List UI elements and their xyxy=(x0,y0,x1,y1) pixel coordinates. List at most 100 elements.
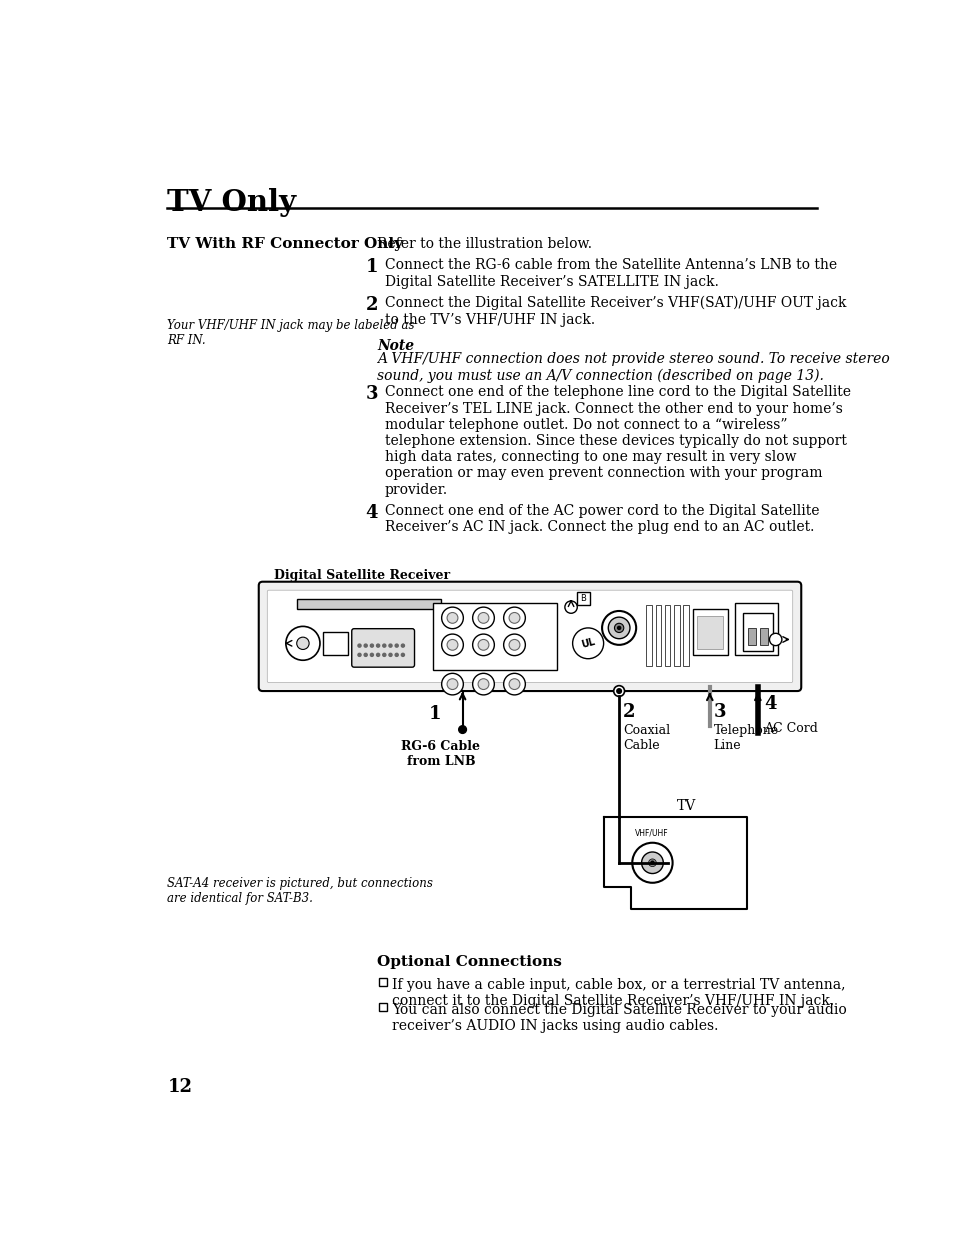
Text: TV: TV xyxy=(677,799,696,813)
Circle shape xyxy=(769,634,781,646)
Text: 3: 3 xyxy=(713,703,725,721)
Circle shape xyxy=(296,637,309,650)
Circle shape xyxy=(509,640,519,651)
Circle shape xyxy=(477,613,488,624)
Text: RG-6 Cable
from LNB: RG-6 Cable from LNB xyxy=(401,740,480,768)
Circle shape xyxy=(458,726,466,734)
Bar xyxy=(297,599,440,609)
Circle shape xyxy=(503,634,525,656)
Circle shape xyxy=(357,653,360,656)
Circle shape xyxy=(441,634,463,656)
Circle shape xyxy=(357,645,360,647)
Circle shape xyxy=(641,852,662,873)
Circle shape xyxy=(564,601,577,614)
Circle shape xyxy=(401,653,404,656)
FancyBboxPatch shape xyxy=(267,590,792,683)
Bar xyxy=(747,627,755,645)
Circle shape xyxy=(613,685,624,697)
Circle shape xyxy=(648,858,656,867)
Circle shape xyxy=(382,645,385,647)
Circle shape xyxy=(509,679,519,689)
Text: Connect one end of the telephone line cord to the Digital Satellite
Receiver’s T: Connect one end of the telephone line co… xyxy=(385,385,850,496)
Circle shape xyxy=(376,645,379,647)
Text: TV Only: TV Only xyxy=(167,188,296,217)
Text: Connect the Digital Satellite Receiver’s VHF(SAT)/UHF OUT jack
to the TV’s VHF/U: Connect the Digital Satellite Receiver’s… xyxy=(385,296,845,326)
Text: Connect one end of the AC power cord to the Digital Satellite
Receiver’s AC IN j: Connect one end of the AC power cord to … xyxy=(385,504,819,535)
Text: Digital Satellite Receiver: Digital Satellite Receiver xyxy=(274,568,450,582)
Circle shape xyxy=(382,653,385,656)
Bar xyxy=(323,632,348,655)
Bar xyxy=(378,978,386,986)
FancyBboxPatch shape xyxy=(352,629,415,667)
FancyBboxPatch shape xyxy=(258,582,801,692)
Circle shape xyxy=(441,673,463,695)
Circle shape xyxy=(370,653,373,656)
Bar xyxy=(742,613,772,651)
Circle shape xyxy=(472,673,494,695)
Text: Connect the RG-6 cable from the Satellite Antenna’s LNB to the
Digital Satellite: Connect the RG-6 cable from the Satellit… xyxy=(385,258,837,289)
Circle shape xyxy=(441,608,463,629)
Text: A VHF/UHF connection does not provide stereo sound. To receive stereo
sound, you: A VHF/UHF connection does not provide st… xyxy=(377,352,889,383)
Text: 1: 1 xyxy=(428,705,440,724)
Circle shape xyxy=(601,611,636,645)
Text: 1: 1 xyxy=(365,258,377,277)
Circle shape xyxy=(650,861,654,864)
Circle shape xyxy=(364,653,367,656)
Circle shape xyxy=(447,679,457,689)
Text: UL: UL xyxy=(579,637,596,650)
Circle shape xyxy=(503,673,525,695)
Circle shape xyxy=(477,640,488,651)
Bar xyxy=(664,605,670,667)
Circle shape xyxy=(572,627,603,658)
Text: Coaxial
Cable: Coaxial Cable xyxy=(622,724,669,752)
Text: B: B xyxy=(580,594,586,603)
Circle shape xyxy=(608,618,629,638)
Circle shape xyxy=(477,679,488,689)
Text: VHF/UHF: VHF/UHF xyxy=(634,829,667,837)
Text: Telephone
Line: Telephone Line xyxy=(713,724,778,752)
Bar xyxy=(433,603,557,671)
Text: AC Cord: AC Cord xyxy=(763,721,817,735)
Bar xyxy=(760,627,767,645)
Circle shape xyxy=(617,689,620,693)
Text: Note: Note xyxy=(377,340,414,353)
Circle shape xyxy=(447,640,457,651)
Text: 12: 12 xyxy=(167,1078,193,1097)
Circle shape xyxy=(472,634,494,656)
Text: Optional Connections: Optional Connections xyxy=(377,955,561,969)
Text: 2: 2 xyxy=(622,703,635,721)
Circle shape xyxy=(617,626,620,630)
Circle shape xyxy=(364,645,367,647)
Text: Your VHF/UHF IN jack may be labeled as
RF IN.: Your VHF/UHF IN jack may be labeled as R… xyxy=(167,319,415,347)
Circle shape xyxy=(632,842,672,883)
Text: You can also connect the Digital Satellite Receiver to your audio
receiver’s AUD: You can also connect the Digital Satelli… xyxy=(392,1003,846,1034)
Text: If you have a cable input, cable box, or a terrestrial TV antenna,
connect it to: If you have a cable input, cable box, or… xyxy=(392,978,844,1009)
Circle shape xyxy=(401,645,404,647)
Bar xyxy=(682,605,688,667)
Circle shape xyxy=(447,613,457,624)
Bar xyxy=(697,616,722,648)
Text: 4: 4 xyxy=(365,504,377,522)
Circle shape xyxy=(370,645,373,647)
Bar xyxy=(735,603,778,655)
Circle shape xyxy=(614,624,623,632)
Bar xyxy=(577,593,589,605)
Circle shape xyxy=(286,626,319,661)
Polygon shape xyxy=(603,816,746,909)
Text: SAT-A4 receiver is pictured, but connections
are identical for SAT-B3.: SAT-A4 receiver is pictured, but connect… xyxy=(167,877,433,904)
Circle shape xyxy=(472,608,494,629)
Bar xyxy=(645,605,651,667)
Bar xyxy=(378,1003,386,1010)
Circle shape xyxy=(395,645,397,647)
Bar xyxy=(692,609,727,655)
Text: Refer to the illustration below.: Refer to the illustration below. xyxy=(377,237,592,251)
Bar xyxy=(632,857,647,868)
Circle shape xyxy=(389,653,392,656)
Circle shape xyxy=(503,608,525,629)
Text: TV With RF Connector Only: TV With RF Connector Only xyxy=(167,237,403,251)
Text: 3: 3 xyxy=(365,385,377,404)
Bar xyxy=(655,605,660,667)
Bar xyxy=(674,605,679,667)
Circle shape xyxy=(389,645,392,647)
Text: 4: 4 xyxy=(763,695,776,713)
